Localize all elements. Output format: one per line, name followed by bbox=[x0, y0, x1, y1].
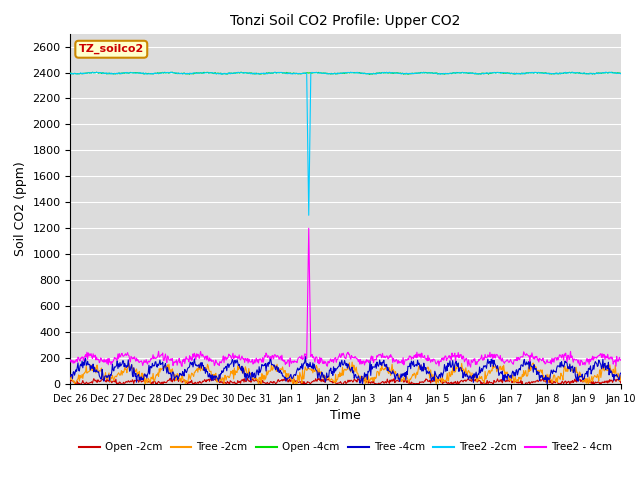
X-axis label: Time: Time bbox=[330, 409, 361, 422]
Legend: Open -2cm, Tree -2cm, Open -4cm, Tree -4cm, Tree2 -2cm, Tree2 - 4cm: Open -2cm, Tree -2cm, Open -4cm, Tree -4… bbox=[75, 438, 616, 456]
Title: Tonzi Soil CO2 Profile: Upper CO2: Tonzi Soil CO2 Profile: Upper CO2 bbox=[230, 14, 461, 28]
Y-axis label: Soil CO2 (ppm): Soil CO2 (ppm) bbox=[14, 161, 27, 256]
Text: TZ_soilco2: TZ_soilco2 bbox=[79, 44, 144, 54]
